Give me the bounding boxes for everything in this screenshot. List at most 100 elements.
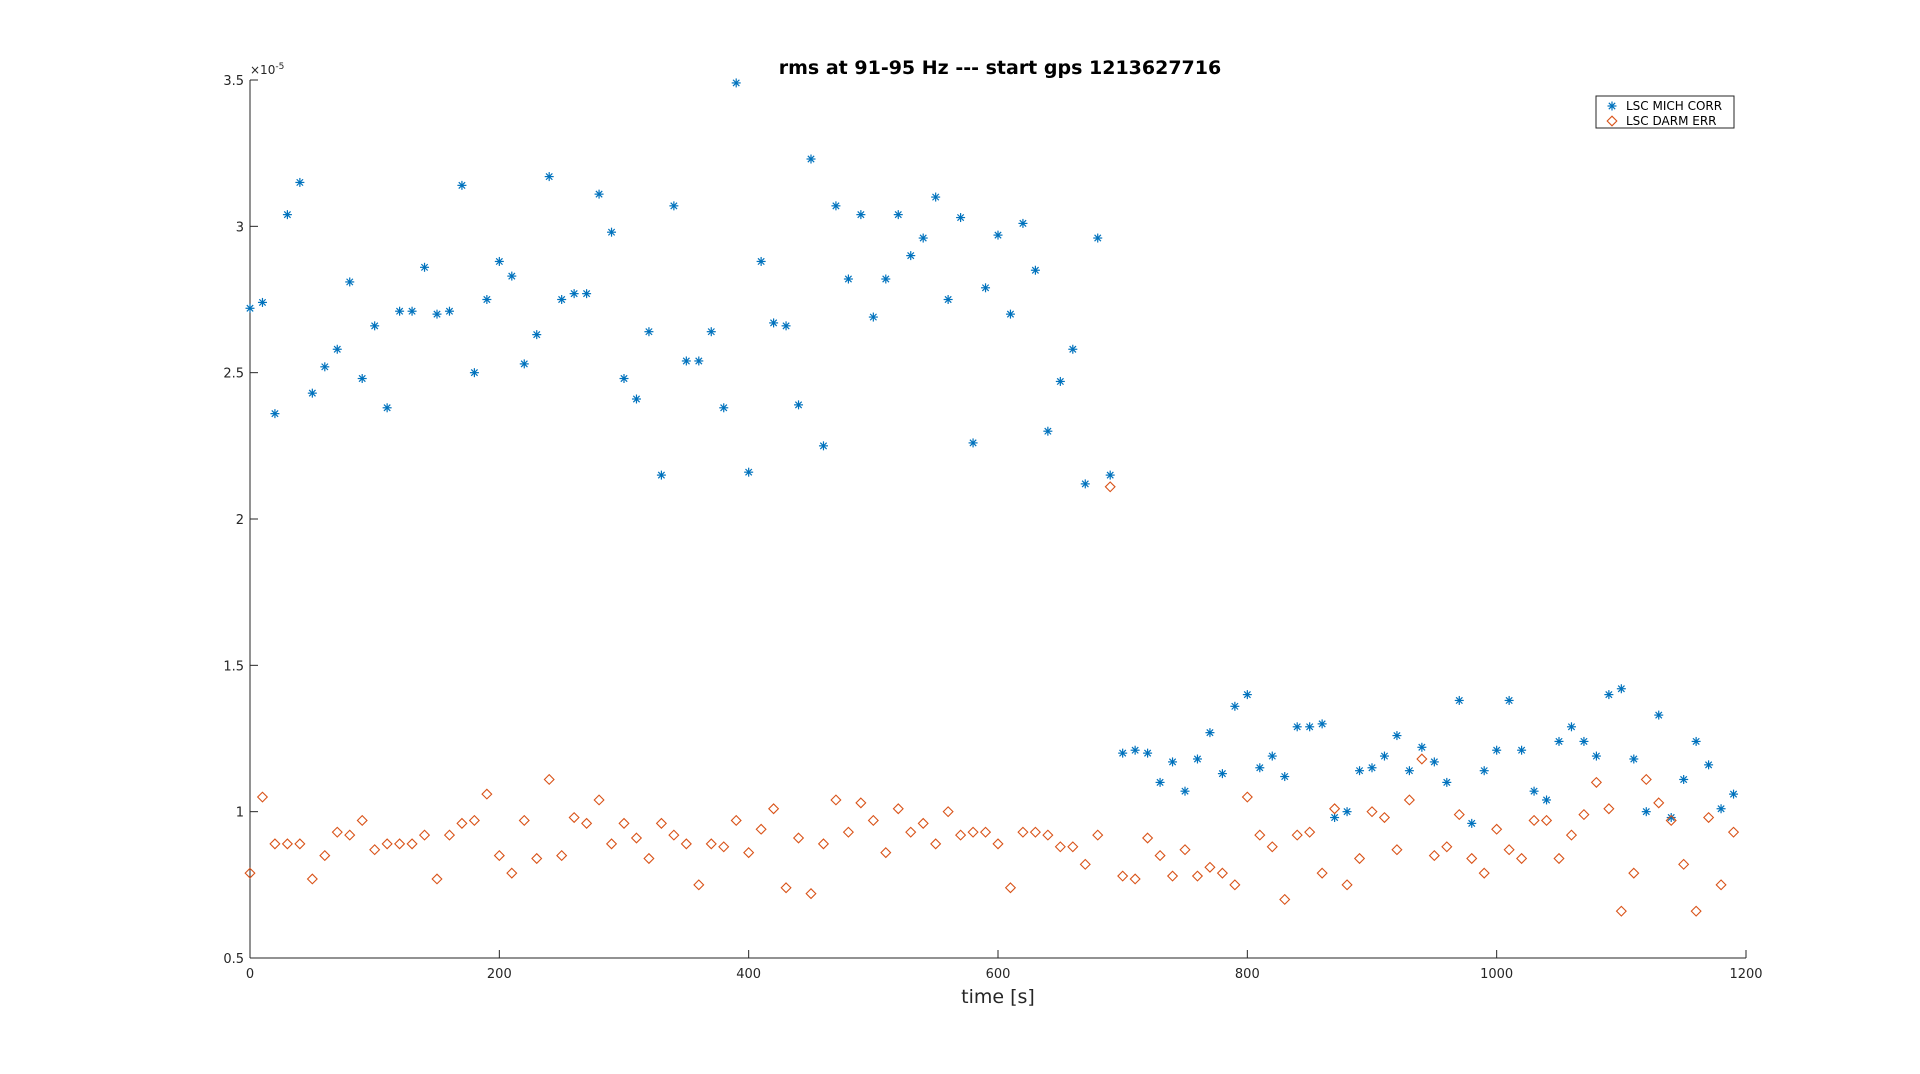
lsc-darm-err-point	[1017, 826, 1029, 838]
lsc-mich-corr-point	[1529, 786, 1539, 796]
lsc-mich-corr-point	[295, 177, 305, 187]
lsc-mich-corr-point	[1168, 757, 1178, 767]
lsc-darm-err-point	[855, 797, 867, 809]
lsc-mich-corr-point	[332, 344, 342, 354]
lsc-darm-err-point	[1117, 870, 1129, 882]
lsc-darm-err-point	[1067, 841, 1079, 853]
lsc-darm-err-point	[1528, 814, 1540, 827]
lsc-mich-corr-point	[1716, 804, 1726, 814]
lsc-darm-err-point	[718, 841, 730, 853]
x-tick-label: 600	[986, 967, 1011, 982]
lsc-darm-err-point	[556, 849, 568, 862]
lsc-mich-corr-point	[1666, 813, 1676, 823]
lsc-darm-err-point	[269, 838, 281, 850]
legend-marker	[1607, 101, 1617, 111]
lsc-mich-corr-point	[1292, 722, 1302, 732]
lsc-mich-corr-point	[781, 321, 791, 331]
lsc-darm-err-point	[468, 814, 480, 827]
lsc-darm-err-point	[1578, 809, 1590, 821]
lsc-mich-corr-point	[1068, 344, 1078, 354]
lsc-darm-err-point	[531, 852, 543, 865]
lsc-mich-corr-point	[706, 327, 716, 337]
lsc-darm-err-point	[1516, 852, 1528, 865]
lsc-mich-corr-point	[1641, 807, 1651, 817]
lsc-darm-err-point	[568, 811, 580, 824]
lsc-mich-corr-point	[607, 227, 617, 237]
lsc-mich-corr-point	[831, 201, 841, 211]
lsc-mich-corr-point	[1118, 748, 1128, 758]
lsc-mich-corr-point	[1492, 745, 1502, 755]
lsc-darm-err-point	[917, 817, 929, 829]
lsc-mich-corr-point	[644, 327, 654, 337]
lsc-darm-err-point	[630, 832, 643, 844]
lsc-mich-corr-point	[1030, 265, 1040, 275]
lsc-mich-corr-point	[1591, 751, 1601, 761]
lsc-mich-corr-point	[1379, 751, 1389, 761]
lsc-darm-err-point	[892, 803, 904, 815]
lsc-mich-corr-point	[1130, 745, 1140, 755]
lsc-darm-err-point	[1391, 844, 1403, 856]
y-tick-label: 3.5	[223, 74, 244, 89]
lsc-mich-corr-point	[569, 289, 579, 299]
lsc-mich-corr-point	[756, 256, 766, 266]
lsc-mich-corr-point	[1654, 710, 1664, 720]
lsc-mich-corr-point	[1093, 233, 1103, 243]
lsc-darm-err-point	[1715, 879, 1727, 891]
x-tick-label: 200	[487, 967, 512, 982]
lsc-darm-err-point	[1191, 870, 1204, 882]
lsc-mich-corr-point	[1704, 760, 1714, 770]
lsc-darm-err-point	[319, 849, 331, 862]
lsc-darm-err-point	[518, 814, 530, 827]
lsc-mich-corr-point	[1504, 695, 1514, 705]
lsc-darm-err-point	[1104, 481, 1116, 493]
lsc-mich-corr-point	[382, 403, 392, 413]
lsc-mich-corr-point	[1080, 479, 1090, 489]
lsc-mich-corr-point	[1579, 736, 1589, 746]
lsc-darm-err-point	[1640, 773, 1652, 786]
lsc-mich-corr-point	[1043, 426, 1053, 436]
lsc-darm-err-point	[1628, 867, 1640, 879]
lsc-mich-corr-point	[407, 306, 417, 316]
x-axis-label: time [s]	[961, 986, 1035, 1008]
lsc-mich-corr-point	[482, 295, 492, 304]
lsc-darm-err-point	[381, 838, 393, 850]
lsc-darm-err-point	[930, 838, 942, 850]
lsc-mich-corr-point	[993, 230, 1003, 240]
lsc-mich-corr-point	[532, 330, 542, 340]
lsc-mich-corr-point	[1517, 745, 1527, 755]
lsc-darm-err-point	[331, 826, 343, 838]
lsc-darm-err-point	[805, 888, 817, 900]
lsc-darm-err-point	[1229, 879, 1241, 891]
lsc-mich-corr-point	[1180, 786, 1190, 796]
y-tick-label: 1	[236, 806, 244, 821]
lsc-darm-err-point	[1590, 776, 1602, 788]
lsc-darm-err-point	[493, 849, 505, 862]
lsc-mich-corr-point	[557, 295, 567, 304]
lsc-darm-err-point	[693, 879, 705, 891]
lsc-darm-err-point	[768, 803, 780, 815]
lsc-mich-corr-point	[731, 78, 741, 88]
lsc-darm-err-point	[1004, 882, 1017, 894]
lsc-darm-err-point	[581, 817, 593, 829]
lsc-darm-err-point	[281, 838, 293, 850]
lsc-darm-err-point	[1142, 832, 1154, 844]
lsc-mich-corr-point	[1392, 731, 1402, 741]
data-points	[244, 78, 1740, 917]
y-ticks: 0.5 1 1.5 2 2.5 3 3.5	[223, 74, 258, 967]
lsc-mich-corr-point	[1604, 690, 1614, 700]
lsc-darm-err-point	[743, 847, 755, 859]
x-tick-label: 1200	[1729, 967, 1762, 982]
lsc-mich-corr-point	[906, 251, 916, 261]
lsc-mich-corr-point	[918, 233, 928, 243]
lsc-mich-corr-point	[1143, 748, 1153, 758]
lsc-darm-err-point	[880, 847, 892, 859]
lsc-darm-err-point	[418, 829, 431, 841]
lsc-darm-err-point	[1216, 867, 1228, 879]
lsc-mich-corr-point	[257, 297, 267, 307]
lsc-mich-corr-point	[1442, 777, 1452, 787]
lsc-mich-corr-point	[669, 201, 679, 211]
y-tick-label: 0.5	[223, 952, 244, 967]
lsc-mich-corr-point	[1242, 690, 1252, 700]
lsc-darm-err-point	[1727, 826, 1740, 838]
